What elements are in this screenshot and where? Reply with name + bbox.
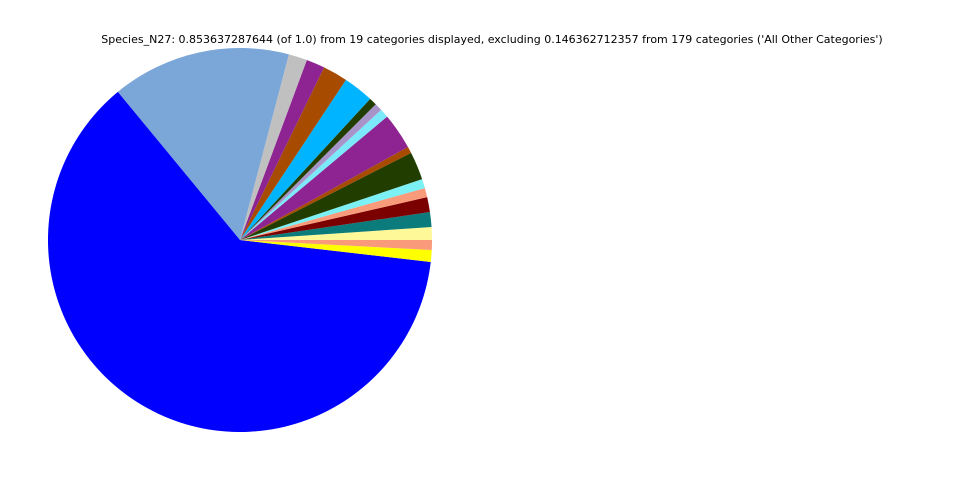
pie-slice xyxy=(240,116,408,240)
pie-slice xyxy=(240,227,432,240)
pie-slice xyxy=(240,197,430,240)
pie-slice xyxy=(240,109,388,241)
pie-slice xyxy=(240,67,346,240)
pie-slice xyxy=(240,79,371,240)
pie-slice xyxy=(240,179,425,240)
pie-slice xyxy=(117,48,289,240)
pie-slice xyxy=(240,146,412,240)
pie-slice xyxy=(48,91,431,432)
pie-slice xyxy=(240,240,432,262)
pie-slice xyxy=(240,104,382,240)
pie-slice xyxy=(240,54,307,240)
pie-slice xyxy=(240,240,432,251)
pie-slice xyxy=(240,211,432,240)
pie-slice xyxy=(240,152,423,240)
pie-slice xyxy=(240,98,376,240)
pie-slice xyxy=(240,60,325,241)
pie-slice xyxy=(240,188,428,240)
chart-title: Species_N27: 0.853637287644 (of 1.0) fro… xyxy=(101,33,882,46)
